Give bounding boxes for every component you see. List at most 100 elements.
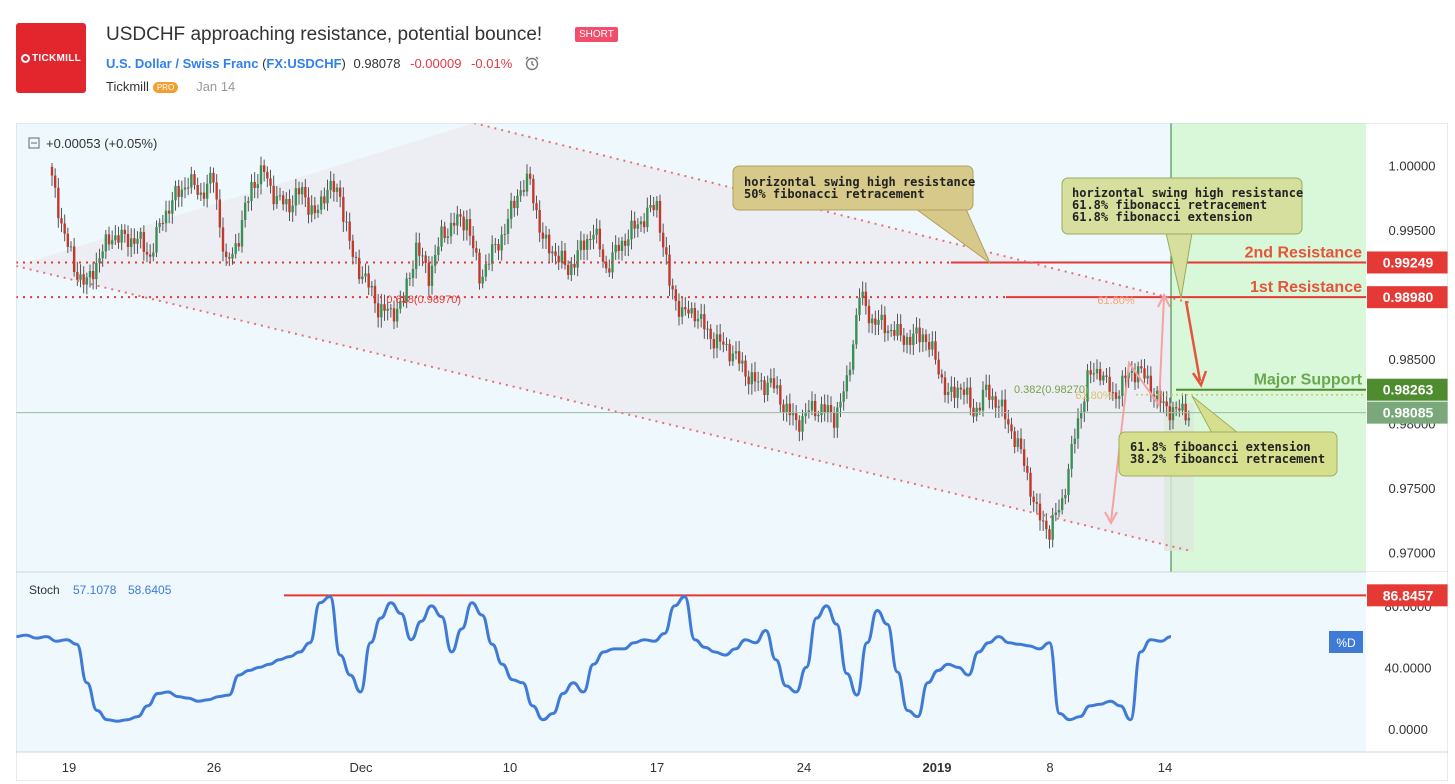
candle-body	[386, 308, 389, 311]
candle-body	[259, 165, 263, 185]
callout-box	[1118, 431, 1338, 477]
candle-body	[427, 262, 431, 286]
logo-mark-icon	[20, 53, 30, 63]
candle-body	[114, 235, 117, 241]
candle-body	[861, 291, 864, 298]
callout-line: 61.8% fiboancci extension	[1130, 440, 1311, 454]
candle-body	[528, 173, 532, 179]
price-axis[interactable]	[1366, 123, 1448, 572]
candle-body	[519, 190, 522, 196]
author-name[interactable]: Tickmill	[106, 79, 149, 94]
tickmill-logo[interactable]: TICKMILL	[16, 23, 86, 93]
candle-body	[810, 400, 814, 411]
candle-body	[557, 255, 560, 263]
time-axis[interactable]	[16, 752, 1366, 781]
candle-body	[940, 374, 944, 378]
candle-body	[1098, 368, 1102, 381]
candle-body	[649, 204, 652, 208]
candle-body	[1102, 375, 1105, 381]
candle-body	[506, 218, 510, 235]
candle-body	[1165, 401, 1168, 407]
candle-body	[316, 209, 320, 214]
candle-body	[981, 389, 985, 411]
candle-body	[896, 323, 899, 336]
author-line: Tickmill PRO Jan 14	[106, 79, 235, 94]
candle-body	[440, 226, 443, 247]
candle-body	[69, 246, 73, 248]
upper-trend-line[interactable]	[473, 123, 1192, 304]
candle-body	[430, 265, 434, 286]
candle-body	[522, 190, 526, 192]
callout-50pct[interactable]: horizontal swing high resistance 50% fib…	[732, 165, 992, 265]
target-arrow-head-icon	[1191, 370, 1208, 388]
collapse-pane-icon[interactable]	[28, 137, 40, 149]
symbol-code-link[interactable]: FX:USDCHF	[266, 55, 342, 71]
candle-body	[481, 276, 484, 284]
candle-body	[680, 307, 684, 317]
candle-body	[383, 304, 386, 311]
candle-body	[1168, 406, 1172, 421]
candle-body	[760, 380, 763, 382]
candle-body	[1127, 372, 1130, 379]
candle-body	[775, 385, 779, 389]
candle-body	[826, 404, 830, 413]
candle-body	[956, 387, 959, 398]
candle-body	[462, 216, 465, 231]
candle-body	[1038, 503, 1042, 521]
candle-body	[706, 328, 709, 330]
candle-body	[338, 187, 342, 197]
callout-support[interactable]: 61.8% fiboancci extension 38.2% fiboancc…	[1118, 395, 1338, 477]
candle-body	[899, 323, 902, 336]
candle-body	[367, 273, 370, 288]
candle-body	[1083, 401, 1086, 412]
candle-body	[1178, 408, 1181, 411]
candle-body	[395, 308, 399, 322]
candle-body	[456, 214, 459, 226]
candle-body	[234, 243, 237, 254]
price-chart[interactable]: 2nd Resistance 1st Resistance Major Suppor…	[16, 123, 1448, 781]
candle-body	[490, 244, 494, 264]
candle-body	[753, 372, 757, 382]
alarm-clock-icon[interactable]	[524, 55, 540, 74]
candle-body	[205, 183, 209, 199]
level-price-tag	[1367, 401, 1448, 424]
callout-618[interactable]: horizontal swing high resistance 61.8% f…	[1061, 177, 1303, 299]
candle-body	[1089, 370, 1092, 375]
candle-body	[889, 330, 893, 332]
candle-body	[791, 413, 795, 416]
candle-body	[180, 189, 184, 198]
candle-body	[747, 376, 750, 385]
candle-body	[487, 263, 491, 265]
candle-body	[364, 273, 367, 277]
candle-body	[60, 218, 63, 224]
candle-body	[190, 174, 193, 188]
candle-body	[167, 210, 171, 214]
candle-body	[313, 205, 317, 214]
candle-body	[408, 277, 412, 279]
candle-body	[798, 420, 801, 432]
candle-body	[551, 251, 554, 254]
candle-body	[880, 314, 883, 320]
candle-body	[294, 188, 298, 206]
candle-body	[323, 196, 326, 204]
time-tick: 2019	[923, 760, 952, 775]
candle-body	[72, 246, 76, 272]
candle-body	[842, 391, 845, 402]
candle-body	[1013, 431, 1016, 447]
callout-line: horizontal swing high resistance	[1072, 186, 1303, 200]
candle-body	[1181, 403, 1184, 411]
symbol-name-link[interactable]: U.S. Dollar / Swiss Franc	[106, 55, 259, 71]
candle-body	[250, 181, 253, 202]
candle-body	[946, 391, 950, 396]
target-arrow	[1184, 300, 1202, 382]
candle-body	[563, 250, 567, 265]
candle-body	[288, 198, 291, 213]
level-name: Major Support	[1254, 372, 1363, 389]
candle-body	[253, 181, 256, 189]
callout-box	[732, 165, 974, 211]
candle-body	[107, 234, 111, 245]
candle-body	[953, 386, 956, 398]
candle-body	[779, 385, 782, 405]
candle-body	[376, 303, 380, 318]
stoch-max-tag	[1367, 584, 1448, 607]
